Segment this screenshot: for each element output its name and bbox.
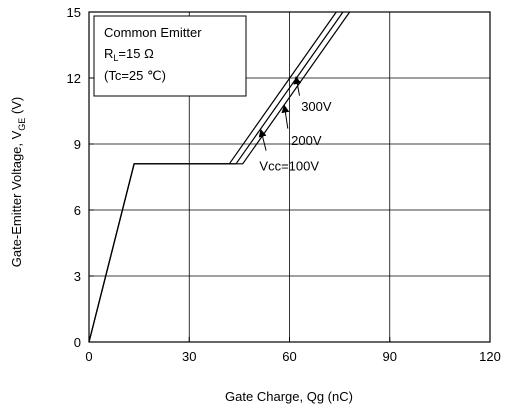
legend-line-2: RL=15 Ω bbox=[104, 46, 154, 63]
legend-line-2-main: R bbox=[104, 46, 113, 61]
x-axis-label: Gate Charge, Qg (nC) bbox=[225, 389, 353, 404]
axis-ticks bbox=[88, 11, 491, 343]
x-tick-label: 0 bbox=[85, 349, 92, 364]
x-tick-label: 90 bbox=[383, 349, 397, 364]
series-annotations: 300V 200V Vcc=100V bbox=[258, 76, 332, 173]
annotation-arrow bbox=[258, 128, 267, 151]
x-tick-label: 30 bbox=[182, 349, 196, 364]
annotation-label: 200V bbox=[291, 133, 322, 148]
legend-line-1: Common Emitter bbox=[104, 25, 202, 40]
x-tick-label: 60 bbox=[282, 349, 296, 364]
legend-line-2-rest: =15 Ω bbox=[118, 46, 154, 61]
legend-box: Common Emitter RL=15 Ω (Tc=25 ℃) bbox=[93, 15, 247, 97]
y-tick-label: 12 bbox=[67, 71, 81, 86]
y-tick-label: 15 bbox=[67, 5, 81, 20]
y-axis-label-unit: (V) bbox=[9, 97, 24, 118]
series-lines bbox=[88, 11, 351, 343]
y-axis-label-main: Gate-Emitter Voltage, V bbox=[9, 130, 24, 267]
legend-frame bbox=[93, 15, 247, 97]
y-tick-label: 6 bbox=[74, 203, 81, 218]
y-axis-label: Gate-Emitter Voltage, VGE (V) bbox=[9, 97, 27, 268]
y-axis-label-subscript: GE bbox=[17, 118, 27, 131]
annotation-arrow bbox=[281, 104, 290, 129]
legend-line-2-sub: L bbox=[113, 53, 118, 63]
y-tick-label: 0 bbox=[74, 335, 81, 350]
tick-labels: 0 30 60 90 120 0 3 6 9 12 15 bbox=[67, 5, 501, 364]
legend-line-3: (Tc=25 ℃) bbox=[104, 68, 166, 83]
annotation-label: 300V bbox=[301, 99, 332, 114]
x-tick-label: 120 bbox=[479, 349, 501, 364]
annotation-arrow bbox=[293, 76, 302, 96]
annotation-label: Vcc=100V bbox=[259, 158, 319, 173]
y-tick-label: 3 bbox=[74, 269, 81, 284]
series-line bbox=[88, 11, 351, 343]
y-tick-label: 9 bbox=[74, 137, 81, 152]
